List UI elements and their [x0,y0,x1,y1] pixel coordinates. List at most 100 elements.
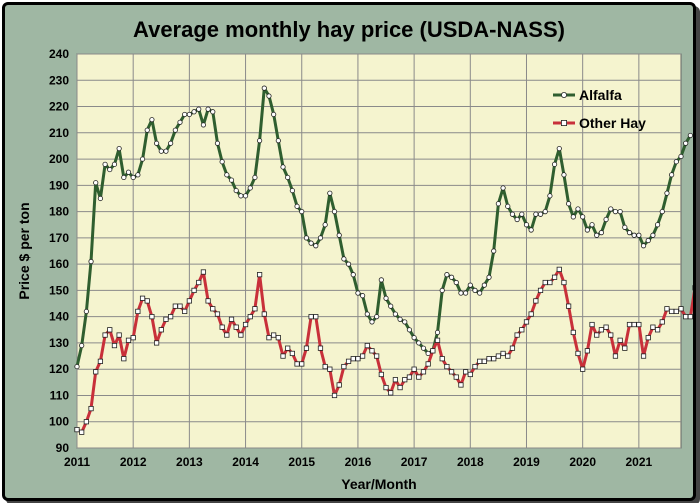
data-point-other-hay [210,306,216,312]
data-point-alfalfa [477,290,483,296]
data-point-alfalfa [88,258,94,265]
data-point-other-hay [233,324,239,330]
data-point-alfalfa [280,164,286,170]
data-point-alfalfa [327,190,333,196]
chart-title: Average monthly hay price (USDA-NASS) [133,17,565,42]
x-tick-label: 2013 [176,455,203,469]
data-point-other-hay [327,366,333,372]
data-point-alfalfa [514,216,520,223]
data-point-other-hay [514,332,520,338]
x-tick-label: 2012 [120,455,147,469]
data-point-alfalfa [472,287,478,293]
data-point-alfalfa [439,287,445,293]
data-point-other-hay [640,353,647,359]
data-point-alfalfa [205,106,211,112]
data-point-alfalfa [210,109,216,115]
data-point-other-hay [542,279,548,286]
data-point-other-hay [448,369,455,375]
data-point-alfalfa [458,290,464,296]
data-point-other-hay [374,353,380,359]
data-point-other-hay [83,419,89,425]
data-point-other-hay [467,371,473,378]
data-point-alfalfa [608,206,614,212]
data-point-other-hay [308,314,314,320]
data-point-other-hay [566,303,572,309]
data-point-other-hay [612,353,619,359]
y-tick-label: 180 [49,205,69,219]
data-point-alfalfa [598,230,605,236]
data-point-alfalfa [289,187,295,194]
legend-marker-other-hay [561,120,568,127]
y-tick-label: 130 [49,336,69,350]
data-point-alfalfa [392,311,398,317]
data-point-other-hay [626,321,633,328]
data-point-alfalfa [575,206,581,212]
data-point-alfalfa [238,193,244,199]
y-tick-label: 240 [49,47,69,61]
data-point-alfalfa [266,93,272,99]
x-tick-label: 2015 [288,455,315,469]
data-point-other-hay [673,308,679,315]
data-point-alfalfa [467,282,473,288]
data-point-other-hay [149,314,155,320]
data-point-alfalfa [500,185,506,191]
data-point-alfalfa [233,187,239,194]
data-point-other-hay [551,274,558,280]
data-point-other-hay [93,369,99,375]
data-point-alfalfa [650,232,656,238]
chart: Average monthly hay price (USDA-NASS) 90… [16,17,693,492]
data-point-other-hay [172,303,178,309]
data-point-other-hay [121,356,127,362]
y-axis-ticks: 90 100 110 120 130 140 150 160 170 180 190 200 210 22… [49,47,69,455]
data-point-other-hay [177,303,183,309]
data-point-other-hay [622,345,628,351]
data-point-alfalfa [374,314,380,320]
data-point-other-hay [430,348,436,354]
data-point-alfalfa [121,174,127,181]
data-point-other-hay [434,337,441,343]
data-point-alfalfa [130,174,136,181]
data-point-other-hay [519,327,525,333]
data-point-other-hay [214,311,221,317]
data-point-other-hay [294,361,300,367]
data-point-other-hay [509,345,516,351]
data-point-alfalfa [74,363,80,370]
data-point-other-hay [495,353,501,359]
data-point-alfalfa [687,132,693,139]
data-point-other-hay [575,350,581,357]
data-point-other-hay [125,337,132,343]
data-point-alfalfa [93,180,99,186]
data-point-other-hay [153,340,160,346]
data-point-alfalfa [317,235,324,241]
data-point-alfalfa [580,214,586,220]
data-point-other-hay [425,361,431,367]
data-point-other-hay [111,342,118,349]
data-point-other-hay [168,314,174,320]
x-tick-label: 2019 [513,455,540,469]
data-point-alfalfa [186,111,192,118]
data-point-other-hay [411,366,417,372]
data-point-other-hay [285,345,291,351]
y-tick-label: 190 [49,178,69,192]
data-point-other-hay [392,377,398,383]
data-point-other-hay [322,363,328,370]
data-point-alfalfa [313,243,319,249]
data-point-other-hay [107,327,113,333]
data-point-other-hay [191,287,197,294]
data-point-alfalfa [416,340,422,346]
data-point-alfalfa [425,350,431,357]
data-point-other-hay [669,308,675,315]
data-point-alfalfa [673,159,679,165]
y-tick-label: 140 [49,310,69,324]
data-point-alfalfa [125,169,132,175]
data-point-alfalfa [537,211,544,217]
data-point-other-hay [238,332,244,338]
x-tick-label: 2020 [569,455,596,469]
data-point-alfalfa [322,222,328,228]
data-point-other-hay [570,329,576,336]
data-point-other-hay [687,314,693,320]
data-point-other-hay [331,392,338,399]
data-point-other-hay [533,298,539,304]
data-point-alfalfa [491,248,497,254]
data-point-alfalfa [149,117,155,123]
